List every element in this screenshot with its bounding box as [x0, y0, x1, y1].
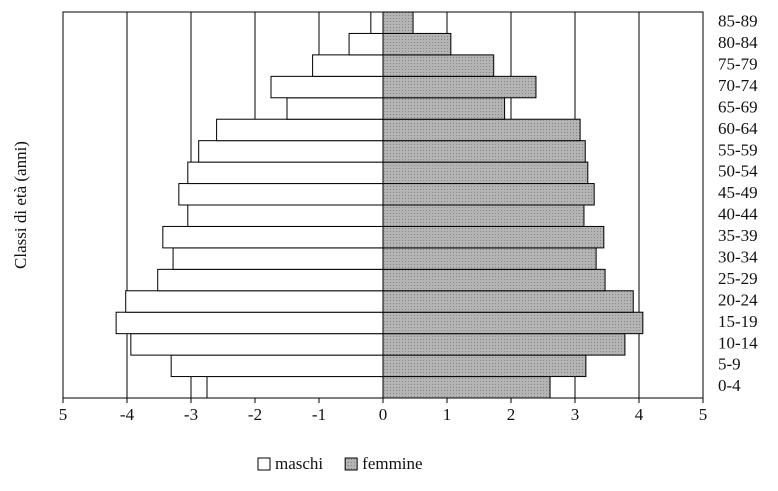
bar — [172, 247, 384, 270]
y-tick-label: 20-24 — [718, 290, 758, 309]
bar — [178, 183, 384, 206]
x-tick-label: 3 — [571, 405, 580, 424]
bar — [198, 140, 384, 163]
bar — [370, 11, 384, 34]
y-tick-label: 40-44 — [718, 205, 758, 224]
bar — [206, 376, 384, 399]
y-tick-label: 15-19 — [718, 312, 758, 331]
y-tick-label: 0-4 — [718, 376, 741, 395]
bar — [157, 268, 384, 292]
y-tick-label: 65-69 — [718, 97, 758, 116]
bar — [382, 204, 585, 227]
legend-swatch — [344, 457, 358, 471]
y-tick-label: 45-49 — [718, 183, 758, 202]
y-tick-label: 25-29 — [718, 269, 758, 288]
y-tick-label: 55-59 — [718, 140, 758, 159]
bar — [187, 161, 384, 185]
x-tick-label: -4 — [120, 405, 135, 424]
y-tick-label: 5-9 — [718, 355, 741, 374]
bar — [382, 118, 581, 142]
x-tick-label: -1 — [312, 405, 326, 424]
bar — [382, 247, 597, 270]
y-tick-label: 80-84 — [718, 33, 758, 52]
x-tick-label: 4 — [635, 405, 644, 424]
y-tick-label: 75-79 — [718, 55, 758, 74]
x-tick-label: -3 — [184, 405, 198, 424]
bar — [382, 32, 452, 56]
y-tick-label: 50-54 — [718, 162, 758, 181]
bar — [382, 75, 537, 99]
bar — [187, 204, 384, 227]
x-tick-label: 2 — [507, 405, 516, 424]
y-tick-label: 85-89 — [718, 12, 758, 31]
legend-swatch — [257, 457, 271, 471]
bar — [382, 376, 551, 399]
x-tick-label: 5 — [699, 405, 708, 424]
bar — [348, 32, 384, 56]
bar — [216, 118, 384, 142]
bar — [382, 354, 587, 378]
x-tick-label: 1 — [443, 405, 452, 424]
bar — [382, 268, 606, 292]
bar — [125, 290, 384, 313]
legend-label: femmine — [362, 454, 422, 473]
bar — [382, 11, 414, 34]
bar — [162, 225, 384, 249]
bar — [170, 354, 384, 378]
y-tick-label: 10-14 — [718, 333, 758, 352]
bar — [382, 290, 634, 313]
x-tick-label: -2 — [248, 405, 262, 424]
bar — [382, 333, 626, 356]
bar — [382, 97, 506, 120]
x-tick-label: 0 — [379, 405, 388, 424]
bar — [286, 97, 384, 120]
y-tick-label: 35-39 — [718, 226, 758, 245]
y-tick-label: 60-64 — [718, 119, 758, 138]
bar — [270, 75, 384, 99]
bar — [312, 54, 384, 77]
bar — [382, 161, 589, 185]
legend-label: maschi — [275, 454, 323, 473]
bar — [382, 140, 586, 163]
x-tick-label: 5 — [59, 405, 68, 424]
y-tick-label: 70-74 — [718, 76, 758, 95]
bar — [382, 183, 595, 206]
bar — [115, 311, 384, 335]
bar — [382, 54, 495, 77]
y-tick-label: 30-34 — [718, 248, 758, 267]
bar — [130, 333, 384, 356]
y-axis-label: Classi di età (anni) — [11, 141, 30, 269]
bar — [382, 311, 644, 335]
bar — [382, 225, 605, 249]
